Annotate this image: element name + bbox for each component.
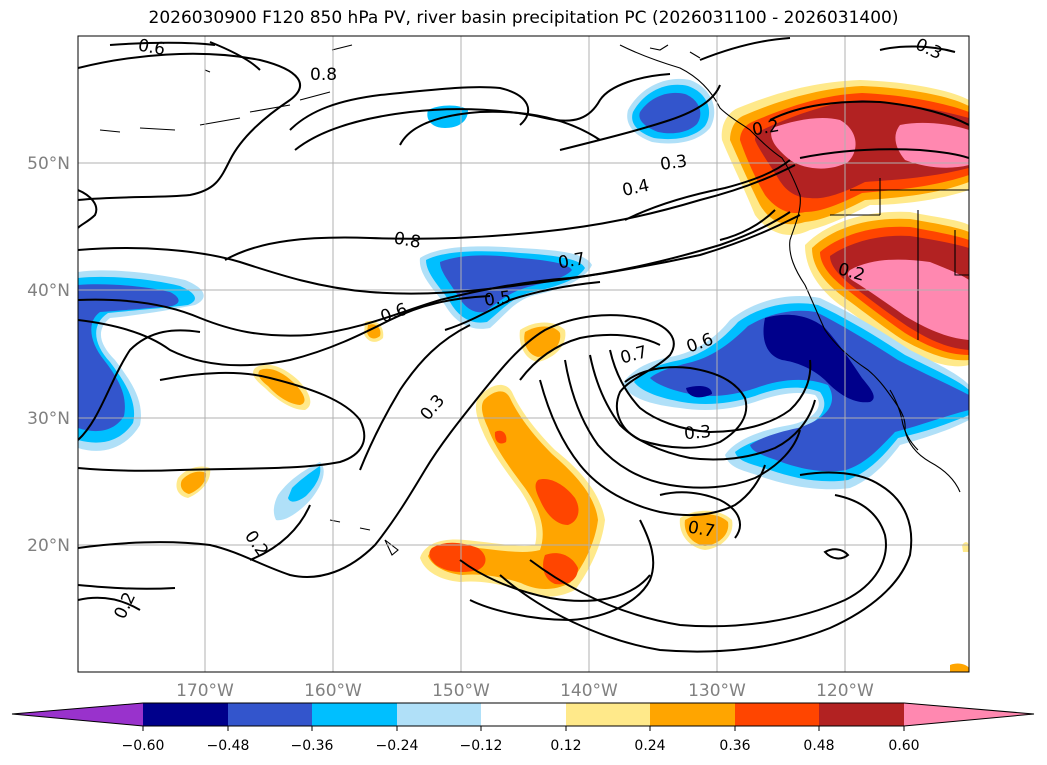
colorbar-segment bbox=[650, 703, 735, 726]
colorbar-tick-label: −0.48 bbox=[207, 738, 250, 754]
colorbar-segment bbox=[312, 703, 397, 726]
map-title: 2026030900 F120 850 hPa PV, river basin … bbox=[148, 8, 899, 28]
lat-label: 50°N bbox=[27, 154, 70, 174]
gridlines bbox=[78, 36, 969, 672]
lat-label: 30°N bbox=[27, 409, 70, 429]
precip-shading bbox=[78, 78, 969, 672]
colorbar-tick-label: −0.12 bbox=[460, 738, 503, 754]
colorbar-segment bbox=[481, 703, 566, 726]
colorbar-segment bbox=[228, 703, 312, 726]
lon-label: 140°W bbox=[560, 681, 618, 701]
contour-label: 0.8 bbox=[310, 65, 337, 85]
lat-label: 20°N bbox=[27, 536, 70, 556]
contour-label: 0.5 bbox=[483, 287, 513, 311]
colorbar-tick-label: −0.36 bbox=[291, 738, 334, 754]
colorbar-segment bbox=[143, 703, 228, 726]
contour-label: 0.3 bbox=[659, 151, 689, 175]
colorbar-tick-label: −0.24 bbox=[376, 738, 419, 754]
lon-label: 160°W bbox=[304, 681, 362, 701]
coastlines bbox=[99, 44, 969, 556]
contour-jet-outer-north bbox=[78, 52, 301, 201]
colorbar-tick-label: 0.12 bbox=[550, 738, 581, 754]
colorbar-segment bbox=[735, 703, 819, 726]
contour-low-0p3 bbox=[78, 314, 748, 578]
lon-label: 120°W bbox=[816, 681, 874, 701]
colorbar-tick-label: 0.24 bbox=[634, 738, 665, 754]
contour-labels: 0.6 0.8 0.3 0.4 0.2 0.8 0.7 0.5 0.6 0.3 … bbox=[111, 36, 946, 622]
north-america-coast bbox=[619, 44, 961, 493]
colorbar: −0.60 −0.48 −0.36 −0.24 −0.12 0.12 0.24 … bbox=[11, 702, 1035, 754]
colorbar-tick-label: −0.60 bbox=[122, 738, 165, 754]
contour-label: 0.8 bbox=[392, 229, 422, 253]
map-frame bbox=[77, 35, 970, 673]
contour-label: 0.7 bbox=[686, 518, 716, 542]
colorbar-segment bbox=[397, 703, 481, 726]
contour-label: 0.2 bbox=[751, 116, 781, 140]
contour-label: 0.3 bbox=[683, 422, 712, 444]
lat-label: 40°N bbox=[27, 281, 70, 301]
axis-labels: 170°W 160°W 150°W 140°W 130°W 120°W 50°N… bbox=[27, 154, 874, 701]
contour-label: 0.6 bbox=[136, 36, 166, 60]
colorbar-tick-label: 0.36 bbox=[719, 738, 750, 754]
lon-label: 150°W bbox=[432, 681, 490, 701]
contour-jet-axis-0p8 bbox=[224, 164, 796, 261]
contour-label: 0.7 bbox=[557, 249, 587, 273]
baja-coast bbox=[889, 389, 919, 451]
colorbar-tick-label: 0.48 bbox=[803, 738, 834, 754]
colorbar-min-extension bbox=[12, 703, 143, 726]
pv-contours bbox=[78, 37, 969, 653]
colorbar-max-extension bbox=[904, 703, 1034, 726]
colorbar-segment bbox=[566, 703, 650, 726]
colorbar-segment bbox=[819, 703, 904, 726]
lon-label: 170°W bbox=[176, 681, 234, 701]
lon-label: 130°W bbox=[688, 681, 746, 701]
colorbar-tick-label: 0.60 bbox=[888, 738, 919, 754]
